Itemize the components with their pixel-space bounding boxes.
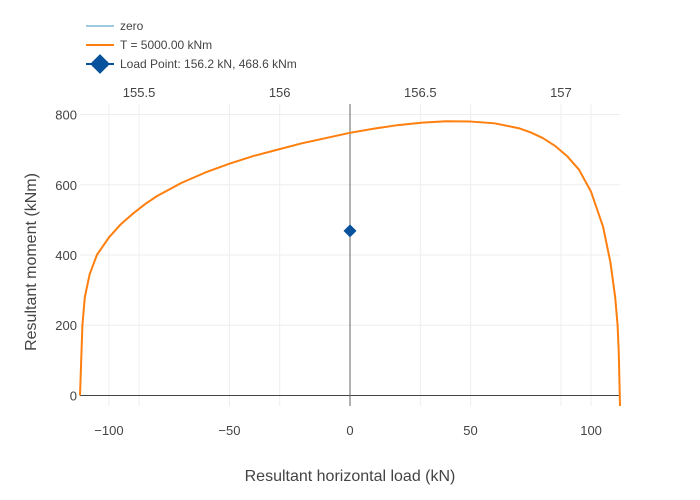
secondary-x-tick-label: 155.5 xyxy=(123,85,156,100)
legend-item-t: T = 5000.00 kNm xyxy=(86,38,212,52)
x-tick-label: 100 xyxy=(580,423,602,438)
legend-label-zero: zero xyxy=(120,19,144,33)
x-axis-title: Resultant horizontal load (kN) xyxy=(245,468,456,485)
tick-labels: −100 −50 0 50 100 155.5 156 156.5 157 0 200 400 600 8… xyxy=(55,85,602,438)
secondary-x-tick-label: 156 xyxy=(269,85,291,100)
x-tick-label: 0 xyxy=(346,423,353,438)
y-tick-label: 600 xyxy=(55,178,77,193)
y-tick-label: 400 xyxy=(55,248,77,263)
y-axis-title: Resultant moment (kNm) xyxy=(23,173,40,351)
legend-item-load: Load Point: 156.2 kN, 468.6 kNm xyxy=(86,54,297,74)
legend-item-zero: zero xyxy=(86,19,144,33)
x-tick-label: −50 xyxy=(218,423,240,438)
y-tick-label: 0 xyxy=(70,388,77,403)
legend: zero T = 5000.00 kNm Load Point: 156.2 k… xyxy=(86,19,297,74)
legend-label-load: Load Point: 156.2 kN, 468.6 kNm xyxy=(120,57,297,71)
x-tick-label: −100 xyxy=(94,423,123,438)
legend-swatch-load-marker xyxy=(90,54,110,74)
y-tick-label: 800 xyxy=(55,108,77,123)
secondary-x-tick-label: 157 xyxy=(550,85,572,100)
legend-label-t: T = 5000.00 kNm xyxy=(120,38,212,52)
load-point-marker xyxy=(343,224,357,238)
x-tick-label: 50 xyxy=(463,423,477,438)
series-t-curve xyxy=(79,120,621,407)
plot-area xyxy=(79,104,621,407)
secondary-x-tick-label: 156.5 xyxy=(404,85,437,100)
y-tick-label: 200 xyxy=(55,318,77,333)
